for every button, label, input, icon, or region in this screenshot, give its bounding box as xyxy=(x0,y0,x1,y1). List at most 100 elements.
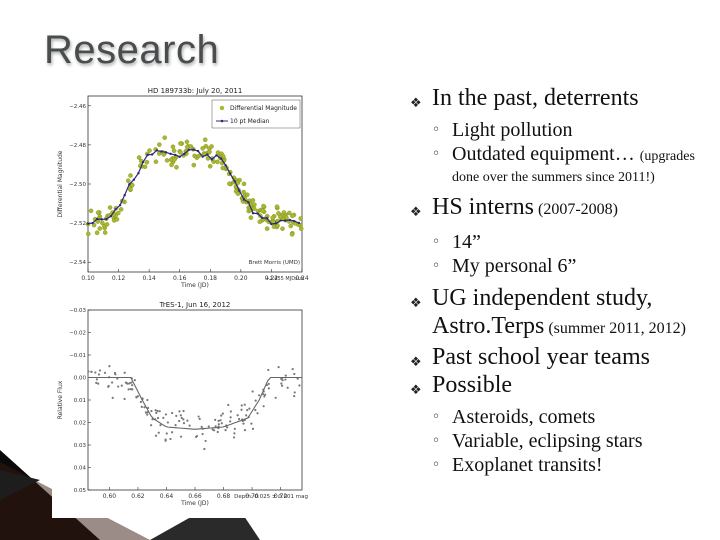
data-point xyxy=(267,387,270,390)
ring-bullet-icon: ◦ xyxy=(432,433,441,449)
data-point xyxy=(94,371,97,374)
median-point xyxy=(91,221,94,225)
bullet-4-text: Past school year teams xyxy=(432,344,650,370)
data-point xyxy=(164,438,167,441)
data-point xyxy=(207,425,210,428)
data-point xyxy=(291,367,294,371)
data-point xyxy=(267,368,270,372)
x-tick-label: 0.22 xyxy=(265,275,279,282)
y-tick-label: −0.03 xyxy=(69,308,86,314)
ring-bullet-icon: ◦ xyxy=(432,409,441,425)
bullet-icon: ❖ xyxy=(410,296,422,311)
y-tick-label: 0.03 xyxy=(74,443,87,449)
x-axis-label: Time (JD) xyxy=(180,282,209,289)
data-point xyxy=(209,144,214,149)
data-point xyxy=(298,384,301,387)
data-point xyxy=(242,422,245,425)
median-point xyxy=(192,148,195,151)
data-point xyxy=(214,425,217,428)
data-point xyxy=(298,216,303,221)
data-point xyxy=(143,406,146,409)
data-point xyxy=(280,382,283,385)
data-point xyxy=(217,419,220,423)
x-tick-label: 0.12 xyxy=(112,275,126,282)
bullet-3: ❖ UG independent study, Astro.Terps (sum… xyxy=(410,284,712,343)
median-point xyxy=(233,180,236,183)
data-point xyxy=(174,424,177,427)
median-point xyxy=(146,153,149,157)
data-point xyxy=(290,213,295,219)
y-tick-label: 0.04 xyxy=(74,466,87,472)
data-point xyxy=(114,217,120,222)
data-point xyxy=(182,409,185,413)
ring-bullet-icon: ◦ xyxy=(432,258,441,274)
data-point xyxy=(258,394,261,397)
data-point xyxy=(288,223,293,229)
data-point xyxy=(286,386,289,389)
data-point xyxy=(200,425,203,429)
data-point xyxy=(235,191,241,196)
data-point xyxy=(170,411,174,415)
data-point xyxy=(164,158,170,163)
y-tick-label: −2.54 xyxy=(69,260,86,266)
data-point xyxy=(197,415,200,418)
legend-entry: Differential Magnitude xyxy=(230,105,297,112)
data-point xyxy=(103,371,107,374)
median-point xyxy=(100,218,103,221)
data-point xyxy=(204,439,207,443)
data-point xyxy=(98,369,102,372)
median-point xyxy=(228,172,232,175)
x-tick-label: 0.72 xyxy=(274,493,288,500)
data-point xyxy=(229,410,232,413)
data-point xyxy=(126,178,131,183)
bullet-icon: ❖ xyxy=(410,355,422,370)
data-point xyxy=(248,407,251,410)
data-point xyxy=(174,165,179,170)
data-point xyxy=(260,208,265,213)
data-point xyxy=(216,430,219,434)
data-point xyxy=(111,396,114,400)
data-point xyxy=(202,137,208,142)
data-point xyxy=(131,388,134,391)
sub-text: 14” xyxy=(452,231,481,253)
data-point xyxy=(162,416,165,419)
data-point xyxy=(136,155,142,160)
data-point xyxy=(241,181,247,187)
data-point xyxy=(155,411,158,415)
x-tick-label: 0.10 xyxy=(81,275,95,282)
bullet-1: ❖ In the past, deterrents xyxy=(410,84,712,112)
plot-area xyxy=(87,309,303,491)
data-point xyxy=(284,374,287,377)
data-point xyxy=(170,431,174,434)
median-point xyxy=(155,149,158,152)
data-point xyxy=(178,410,181,413)
data-point xyxy=(95,210,101,215)
data-point xyxy=(178,150,183,155)
data-point xyxy=(243,428,247,432)
data-point xyxy=(203,447,206,451)
data-point xyxy=(240,408,243,411)
data-point xyxy=(128,382,131,385)
median-point xyxy=(279,219,282,222)
data-point xyxy=(201,432,204,436)
data-point xyxy=(250,422,253,425)
sub-text: My personal 6” xyxy=(452,255,577,277)
data-point xyxy=(263,395,266,398)
x-tick-label: 0.68 xyxy=(217,493,231,500)
data-point xyxy=(250,198,256,203)
median-point xyxy=(274,222,278,225)
data-point xyxy=(220,422,223,425)
data-point xyxy=(172,157,177,162)
median-point xyxy=(270,222,273,226)
bullet-2-text: HS interns xyxy=(432,194,534,220)
data-point xyxy=(186,419,189,422)
data-point xyxy=(200,146,205,151)
data-point xyxy=(275,223,280,228)
data-point xyxy=(195,435,198,438)
transit-model-line xyxy=(88,376,302,430)
sub-text: Variable, eclipsing stars xyxy=(452,430,643,452)
data-point xyxy=(144,411,147,414)
data-point xyxy=(150,424,153,427)
bullet-5: ❖ Possible xyxy=(410,371,712,399)
data-point xyxy=(87,370,90,373)
